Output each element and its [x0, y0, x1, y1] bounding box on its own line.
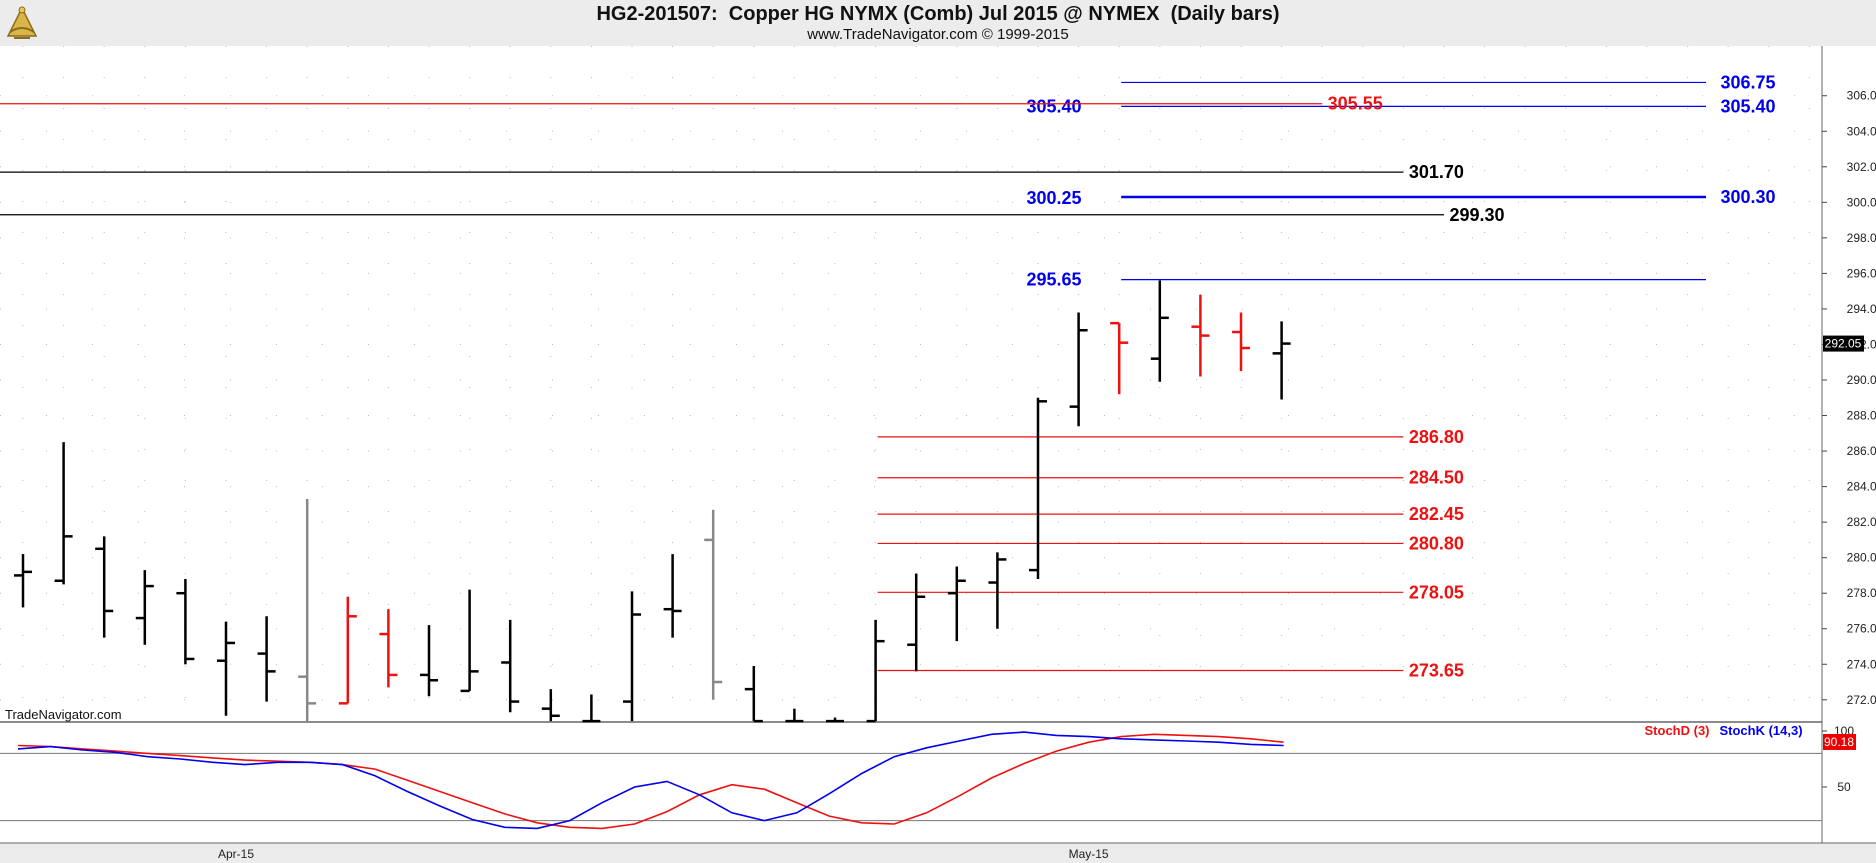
- price-tick-label: 274.00: [1847, 657, 1876, 671]
- price-tick-label: 300.00: [1847, 195, 1876, 209]
- price-tick-label: 290.00: [1847, 373, 1876, 387]
- legend-stochk: StochK (14,3): [1719, 723, 1802, 738]
- ohlc-bar-25: [1029, 397, 1047, 579]
- stoch-series-0: [17, 733, 1284, 830]
- price-tick-label: 284.00: [1847, 480, 1876, 494]
- ohlc-bars: [14, 280, 1291, 723]
- ohlc-bar-30: [1232, 312, 1250, 372]
- price-axis: 272.00 274.00 276.00 278.00 280.00 282.00 284.…: [1822, 89, 1876, 707]
- ohlc-bar-2: [95, 536, 114, 638]
- level-label-left-300.25: 300.25: [1026, 188, 1081, 208]
- level-label-286.80: 286.80: [1409, 427, 1464, 447]
- level-label-305.40: 305.40: [1720, 96, 1775, 116]
- price-tick-label: 302.00: [1847, 160, 1876, 174]
- ohlc-bar-18: [744, 666, 763, 723]
- chart-subtitle: www.TradeNavigator.com © 1999-2015: [807, 26, 1069, 43]
- level-label-left-295.65: 295.65: [1026, 270, 1081, 290]
- stoch-series-1: [17, 731, 1284, 830]
- ohlc-bar-23: [947, 566, 966, 642]
- level-label-278.05: 278.05: [1409, 582, 1464, 602]
- ohlc-bar-13: [541, 689, 560, 722]
- ohlc-bar-26: [1069, 312, 1088, 427]
- ohlc-bar-14: [582, 694, 601, 723]
- price-tick-label: 296.00: [1847, 266, 1876, 280]
- ohlc-bar-3: [135, 570, 154, 645]
- price-tick-label: 280.00: [1847, 551, 1876, 565]
- ohlc-bar-15: [623, 591, 641, 722]
- ohlc-bar-24: [988, 552, 1007, 629]
- date-label-May-15: May-15: [1069, 847, 1109, 861]
- date-axis: Apr-15 May-15: [218, 847, 1109, 861]
- ohlc-bar-7: [298, 499, 317, 722]
- ohlc-bar-4: [176, 578, 195, 665]
- stoch-last-box: [1823, 733, 1856, 750]
- price-tick-label: 304.00: [1847, 124, 1876, 138]
- level-label-306.75: 306.75: [1720, 72, 1775, 92]
- level-lines: 306.75 305.40 305.40 305.55 301.70 300.30 300.…: [0, 72, 1776, 680]
- ohlc-bar-10: [420, 625, 438, 697]
- level-label-left-305.40: 305.40: [1026, 96, 1081, 116]
- ohlc-bar-8: [338, 596, 357, 705]
- sextant-logo-icon: [6, 6, 38, 39]
- level-label-273.65: 273.65: [1409, 660, 1464, 680]
- stoch-last-label: 90.18: [1824, 735, 1854, 749]
- ohlc-bar-0: [14, 554, 32, 608]
- price-tick-label: 306.00: [1847, 89, 1876, 103]
- ohlc-bar-21: [866, 619, 885, 723]
- level-label-300.30: 300.30: [1720, 187, 1775, 207]
- ohlc-bar-12: [501, 619, 520, 713]
- ohlc-bar-22: [907, 573, 926, 672]
- price-tick-label: 282.00: [1847, 515, 1876, 529]
- price-tick-label: 288.00: [1847, 409, 1876, 423]
- ohlc-bar-11: [460, 589, 479, 693]
- level-label-280.80: 280.80: [1409, 533, 1464, 553]
- ohlc-bar-31: [1272, 321, 1291, 400]
- ohlc-bar-9: [379, 609, 398, 688]
- ohlc-bar-29: [1191, 294, 1210, 377]
- last-price-label: 292.05: [1825, 337, 1862, 351]
- date-axis-background: [0, 843, 1876, 863]
- price-tick-label: 272.00: [1847, 693, 1876, 707]
- watermark: TradeNavigator.com: [5, 707, 122, 722]
- ohlc-bar-16: [663, 554, 682, 638]
- ohlc-bar-19: [785, 708, 804, 723]
- chart-title: HG2-201507: Copper HG NYMX (Comb) Jul 20…: [596, 3, 1280, 25]
- ohlc-bar-27: [1110, 321, 1129, 395]
- chart-header: HG2-201507: Copper HG NYMX (Comb) Jul 20…: [0, 0, 1876, 46]
- level-label-282.45: 282.45: [1409, 504, 1464, 524]
- ohlc-bar-17: [704, 509, 723, 700]
- chart-frames: [0, 46, 1876, 863]
- stoch-tick-label: 50: [1837, 780, 1851, 794]
- price-tick-label: 276.00: [1847, 622, 1876, 636]
- level-label-301.70: 301.70: [1409, 162, 1464, 182]
- level-label-305.55: 305.55: [1328, 94, 1383, 114]
- price-tick-label: 286.00: [1847, 444, 1876, 458]
- chart-grid: [0, 46, 1822, 722]
- level-label-299.30: 299.30: [1449, 205, 1504, 225]
- ohlc-bar-6: [257, 616, 276, 702]
- ohlc-bar-5: [217, 621, 235, 716]
- price-tick-label: 278.00: [1847, 586, 1876, 600]
- ohlc-bar-1: [54, 442, 73, 585]
- legend-stochd: StochD (3): [1645, 723, 1710, 738]
- ohlc-bar-20: [826, 717, 844, 723]
- price-tick-label: 294.00: [1847, 302, 1876, 316]
- date-label-Apr-15: Apr-15: [218, 847, 254, 861]
- price-tick-label: 298.00: [1847, 231, 1876, 245]
- level-label-284.50: 284.50: [1409, 468, 1464, 488]
- last-price-box: [1823, 335, 1864, 352]
- ohlc-bar-28: [1150, 280, 1169, 382]
